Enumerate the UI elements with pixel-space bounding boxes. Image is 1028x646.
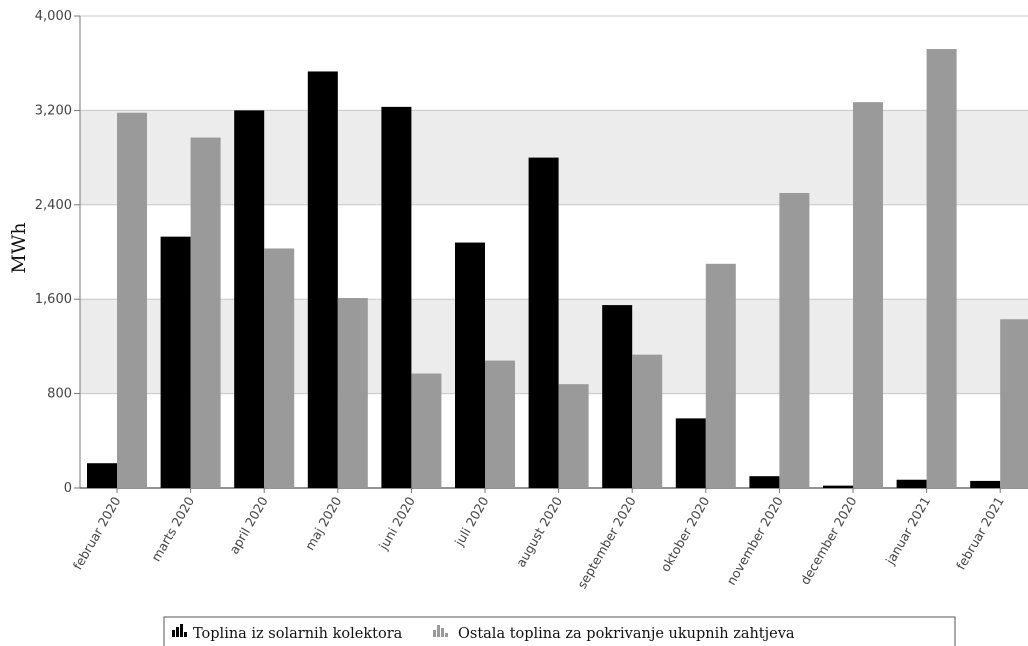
bar-other xyxy=(705,263,736,488)
legend-box xyxy=(163,616,956,646)
x-tick-label: maj 2020 xyxy=(302,494,345,553)
x-tick-label: februar 2020 xyxy=(70,494,124,572)
bar-other xyxy=(264,248,295,488)
bar-solar xyxy=(528,157,559,488)
y-axis-ticks: 0 800 1,600 2,400 3,200 4,000 xyxy=(35,9,80,496)
y-tick-label: 4,000 xyxy=(35,9,72,24)
y-tick-label: 3,200 xyxy=(35,103,72,118)
x-tick-label: august 2020 xyxy=(513,494,565,570)
bar-solar xyxy=(675,418,706,488)
x-tick-label: april 2020 xyxy=(226,494,271,557)
bar-other xyxy=(1000,319,1028,488)
bar-other xyxy=(117,112,147,488)
x-tick-label: februar 2021 xyxy=(953,494,1007,572)
y-tick-label: 1,600 xyxy=(35,292,72,307)
bars xyxy=(87,49,1028,489)
bar-other xyxy=(411,373,442,488)
bar-solar xyxy=(307,71,338,489)
x-tick-label: oktober 2020 xyxy=(657,494,712,574)
x-tick-label: januar 2021 xyxy=(882,494,933,568)
bar-other xyxy=(558,384,589,488)
bar-other xyxy=(779,193,810,488)
legend-icon-solar xyxy=(172,624,187,637)
bar-solar xyxy=(749,476,780,488)
y-tick-label: 0 xyxy=(64,481,72,496)
x-tick-label: juli 2020 xyxy=(451,494,492,549)
bar-solar xyxy=(970,480,1001,488)
legend-label-solar: Toplina iz solarnih kolektora xyxy=(193,626,403,642)
bar-solar xyxy=(87,463,117,488)
bar-solar xyxy=(381,106,412,489)
x-tick-label: marts 2020 xyxy=(148,494,197,564)
x-tick-label: september 2020 xyxy=(574,494,639,591)
x-tick-label: juni 2020 xyxy=(375,494,418,553)
y-axis-title: MWh xyxy=(8,222,30,273)
bar-solar xyxy=(823,485,853,488)
bar-other xyxy=(926,49,957,488)
legend-icon-other xyxy=(433,625,448,637)
bar-solar xyxy=(602,305,633,488)
x-tick-label: november 2020 xyxy=(723,494,786,588)
y-tick-label: 2,400 xyxy=(35,198,72,213)
legend: Toplina iz solarnih kolektora Ostala top… xyxy=(163,616,956,646)
bar-other xyxy=(485,360,515,488)
bar-solar xyxy=(455,242,485,488)
x-axis-ticks: februar 2020 marts 2020 april 2020 maj 2020… xyxy=(70,488,1007,591)
bar-other xyxy=(853,102,883,488)
y-tick-label: 800 xyxy=(47,387,72,402)
bar-solar xyxy=(234,110,265,489)
bar-solar xyxy=(896,479,927,488)
x-tick-label: december 2020 xyxy=(797,494,859,587)
bar-other xyxy=(337,298,368,488)
bar-solar xyxy=(160,236,191,488)
legend-label-other: Ostala toplina za pokrivanje ukupnih zah… xyxy=(458,626,795,642)
bar-other xyxy=(190,137,221,489)
bar-other xyxy=(632,354,663,488)
